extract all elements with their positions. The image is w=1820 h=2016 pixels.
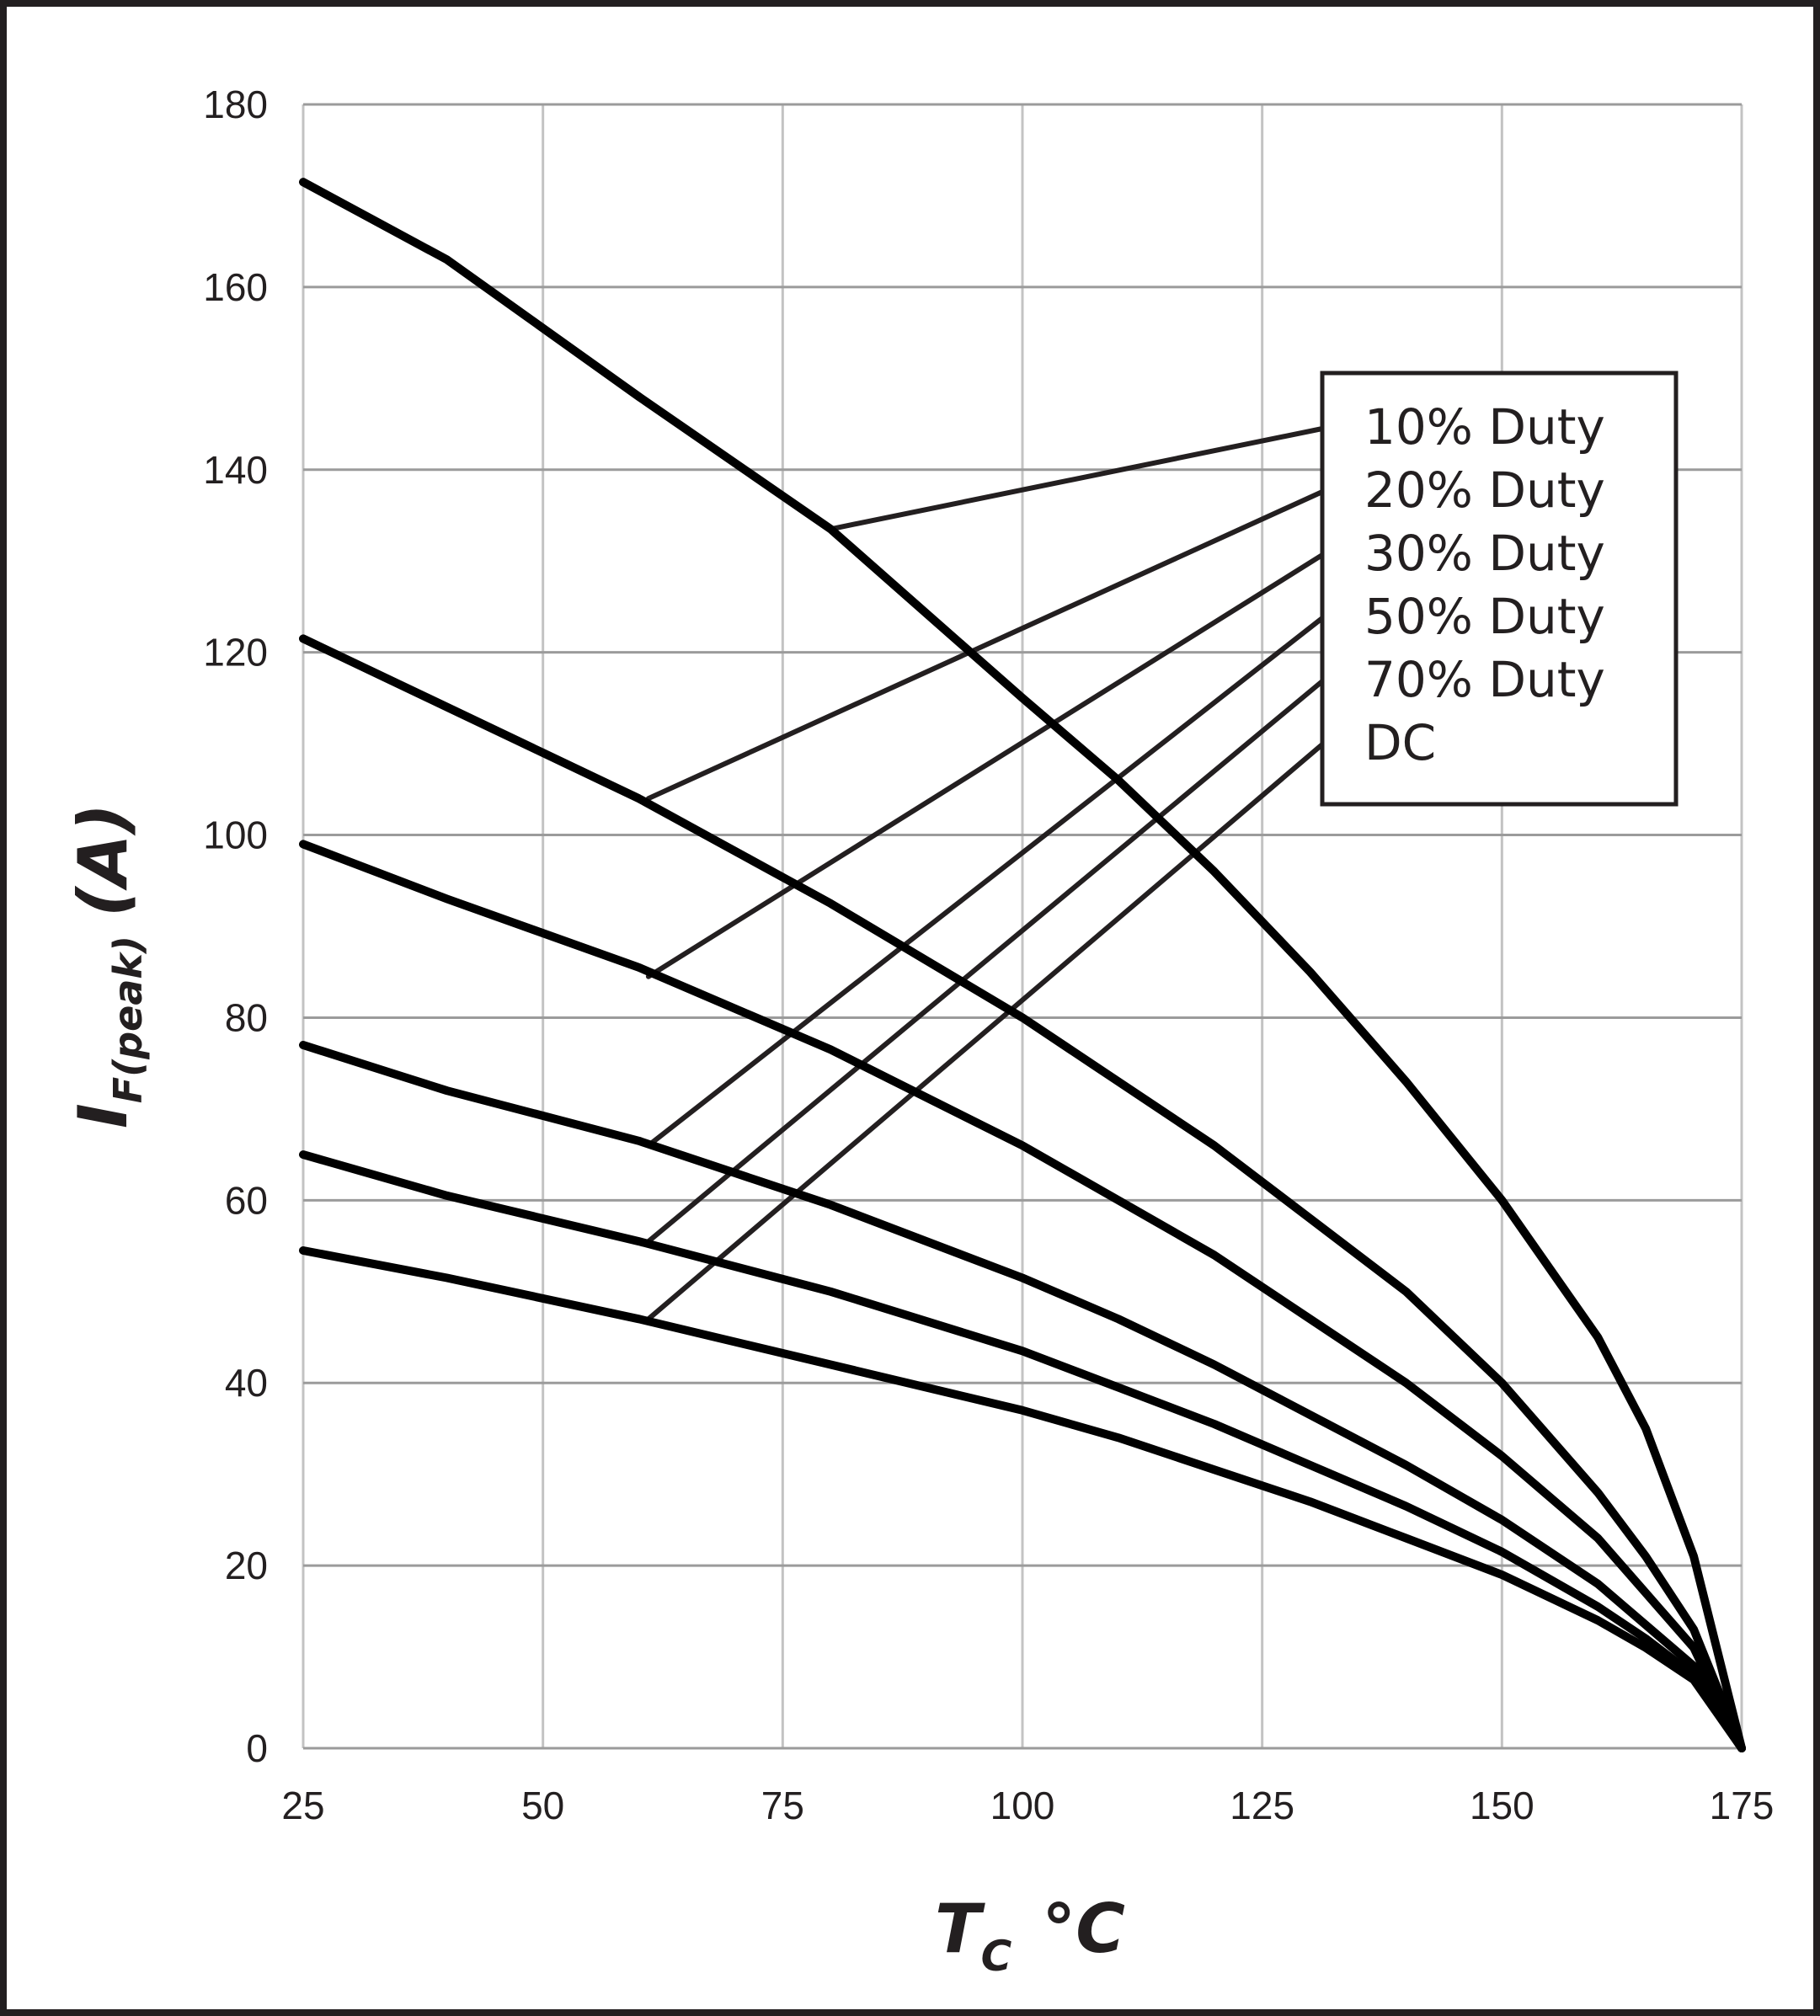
y-axis-title-sub: F(peak) [105,936,151,1103]
series-line [299,178,1746,1752]
y-tick-label: 20 [225,1544,268,1587]
x-tick-label: 100 [990,1784,1055,1827]
y-tick-label: 160 [203,265,268,309]
legend-entry: 10% Duty [1364,398,1605,456]
legend-entry: 20% Duty [1364,461,1605,519]
y-axis-ticks: 0 20 40 60 80 100 120 140 160 180 [203,83,268,1770]
y-tick-label: 80 [225,995,268,1039]
x-tick-label: 175 [1710,1784,1775,1827]
legend-entry: 30% Duty [1364,525,1605,582]
leader-line [645,552,1325,979]
series-lines [299,178,1746,1752]
x-axis-ticks: 25 50 75 100 125 150 175 [281,1784,1774,1827]
y-tick-label: 0 [246,1726,268,1770]
x-tick-label: 125 [1230,1784,1294,1827]
leader-line [645,679,1325,1245]
series-line [299,1150,1746,1752]
x-axis-title-main: T [935,1890,985,1968]
x-axis-title-unit: °C [1042,1890,1125,1968]
y-tick-label: 60 [225,1178,268,1222]
legend-entry: 50% Duty [1364,588,1605,645]
y-axis-title-unit: (A) [64,803,142,917]
legend-box [1320,371,1679,807]
y-tick-label: 120 [203,631,268,675]
x-tick-label: 75 [761,1784,804,1827]
x-tick-label: 50 [521,1784,564,1827]
x-tick-label: 150 [1470,1784,1534,1827]
leader-line [645,489,1325,802]
legend-entry: DC [1364,714,1436,771]
y-tick-label: 40 [225,1361,268,1405]
x-tick-label: 25 [281,1784,324,1827]
series-line [299,634,1746,1752]
x-axis-title: TC °C [935,1890,1125,1981]
series-line [299,1041,1746,1752]
leader-line [645,742,1325,1322]
y-tick-label: 180 [203,83,268,126]
series-line [299,840,1746,1752]
series-line [299,1246,1746,1752]
leader-line [645,616,1325,1149]
legend-entry: 70% Duty [1364,651,1605,708]
x-axis-title-sub: C [981,1932,1012,1981]
legend-leader-lines [645,426,1325,1322]
leader-line [828,426,1325,532]
y-tick-label: 140 [203,448,268,492]
y-axis-title: IF(peak) (A) [64,803,151,1128]
y-axis-title-main: I [64,1103,142,1128]
y-tick-label: 100 [203,813,268,857]
